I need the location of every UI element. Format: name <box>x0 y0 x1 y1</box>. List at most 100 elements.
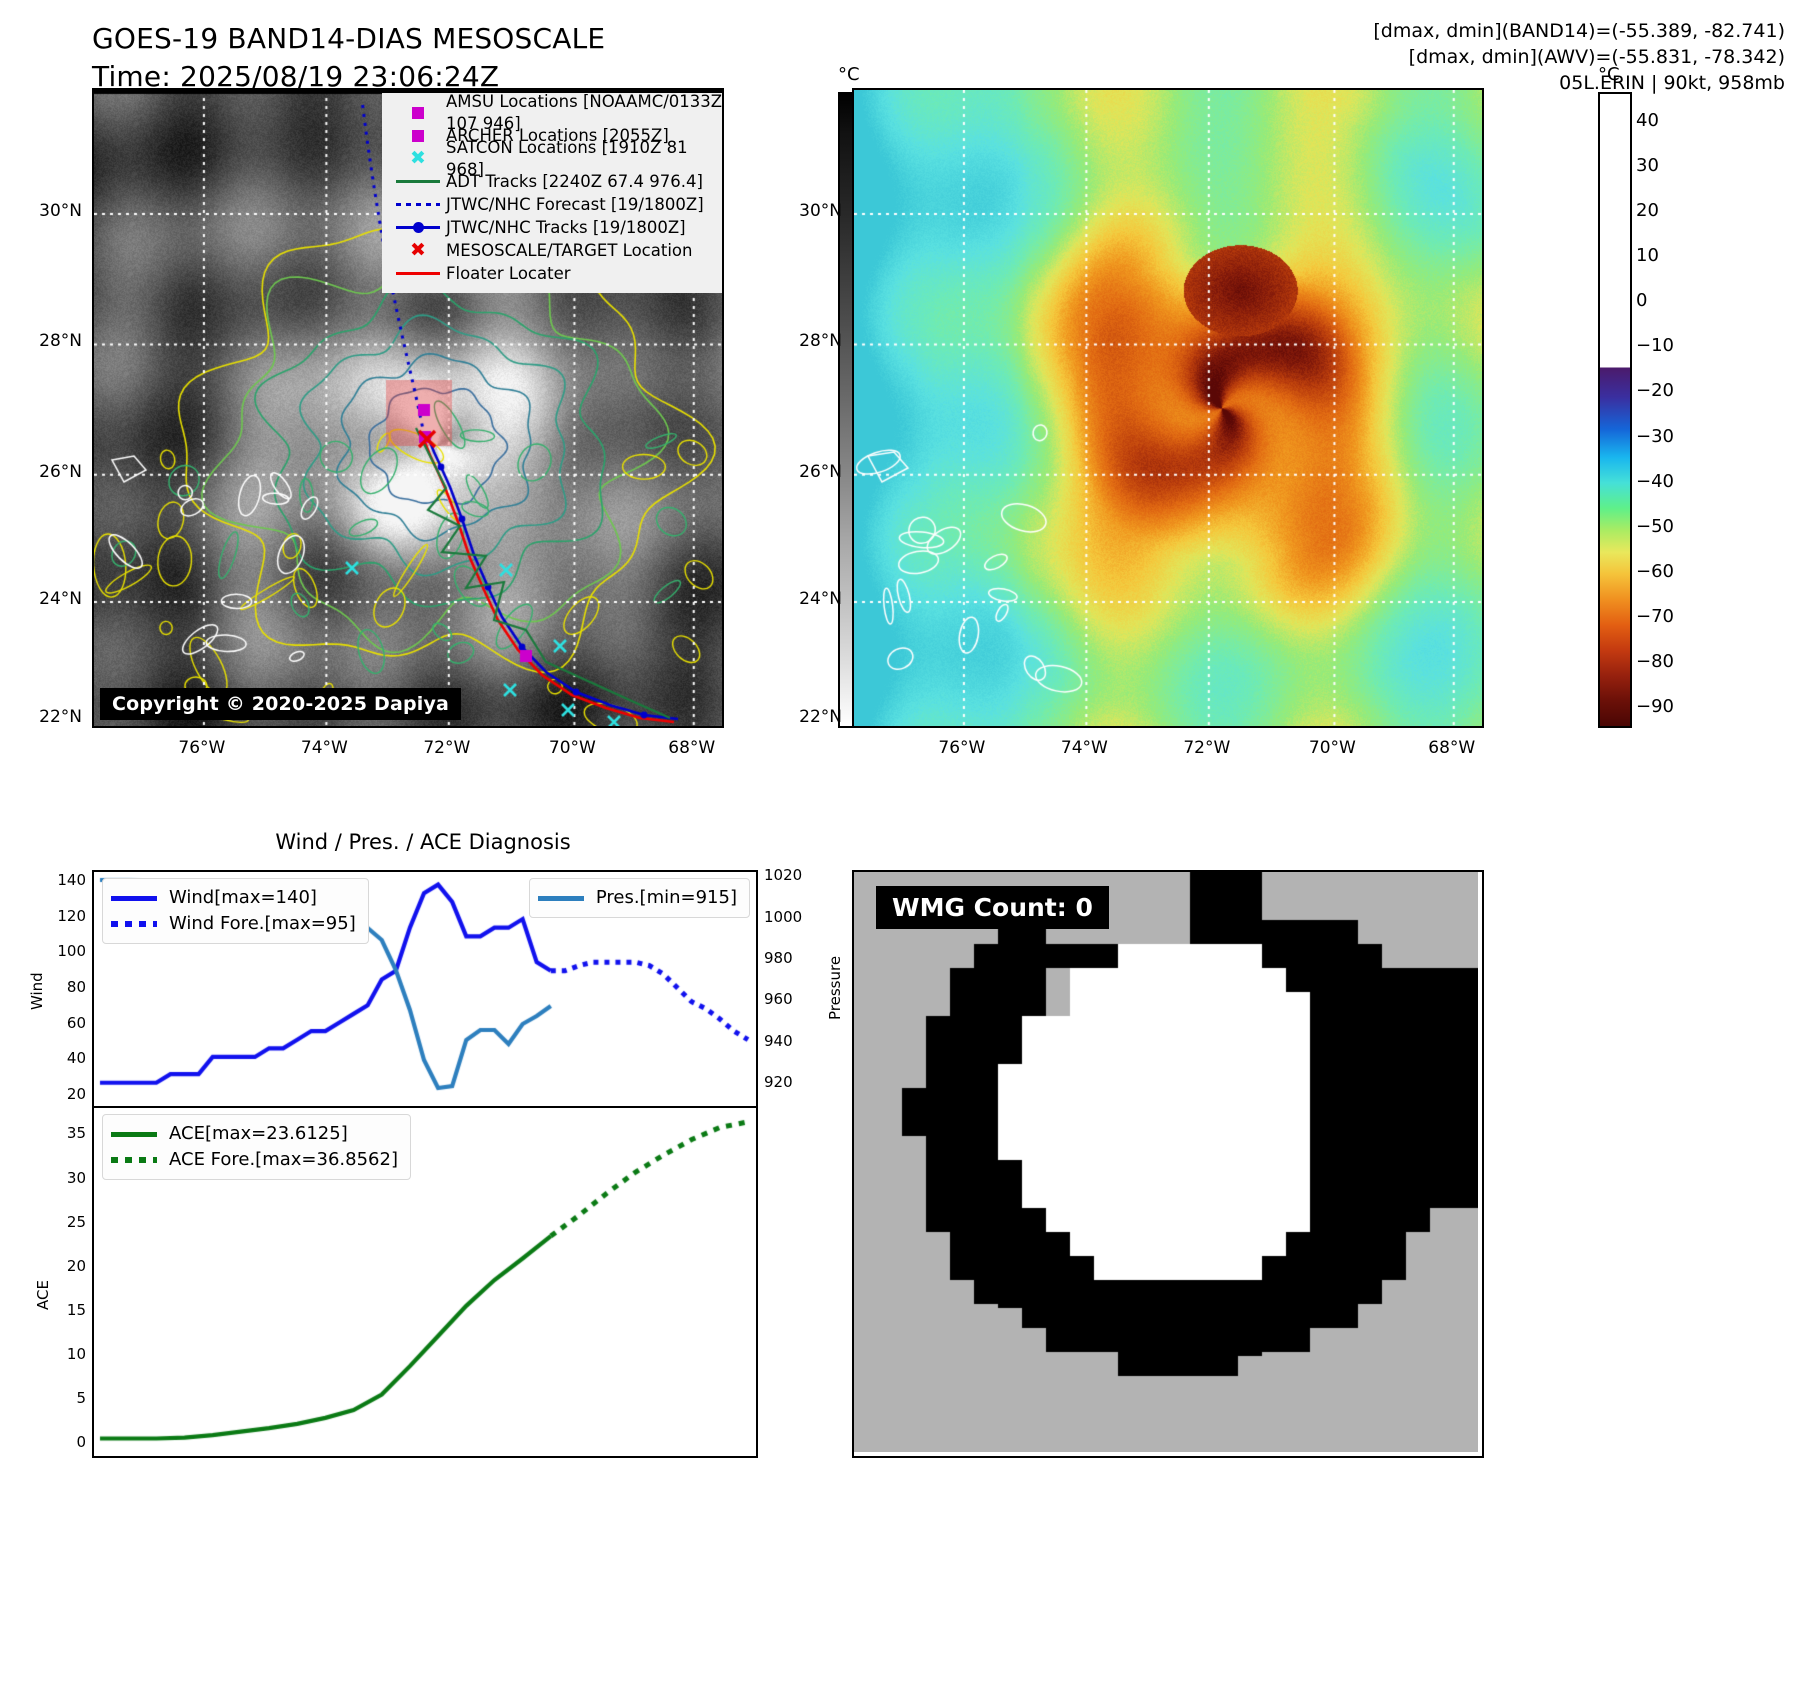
map-legend-item: Floater Locater <box>390 262 722 285</box>
storm-id-intensity: 05L.ERIN | 90kt, 958mb <box>1559 72 1785 94</box>
map-legend-item: ✖ MESOSCALE/TARGET Location <box>390 239 722 262</box>
square-marker-icon <box>390 129 446 142</box>
map-left-lon-label: 74°W <box>300 738 348 758</box>
map-left-lat-label: 22°N <box>39 706 82 727</box>
map-legend-label: JTWC/NHC Forecast [19/1800Z] <box>446 194 704 214</box>
map-legend-item: ADT Tracks [2240Z 67.4 976.4] <box>390 170 722 193</box>
map-legend-label: Floater Locater <box>446 263 571 283</box>
legend-label: Wind Fore.[max=95] <box>169 913 356 934</box>
map-left-lon-label: 76°W <box>178 738 226 758</box>
x-marker-icon: ✖ <box>410 147 426 169</box>
map-right-lat-label: 28°N <box>799 331 842 352</box>
wind-tick: 40 <box>66 1049 86 1068</box>
wind-tick: 120 <box>57 906 86 925</box>
solid-line-icon <box>537 895 596 901</box>
colorbar-right-tick: 10 <box>1636 245 1659 266</box>
map-legend-label: SATCON Locations [1910Z 81 968] <box>446 138 688 179</box>
wmg-count-badge: WMG Count: 0 <box>876 886 1109 929</box>
legend-item: Wind Fore.[max=95] <box>111 911 356 937</box>
wind-axis-title: Wind <box>28 972 46 1010</box>
ace-tick: 10 <box>66 1344 86 1363</box>
map-right-lon-label: 72°W <box>1183 738 1231 758</box>
map-legend-item: JTWC/NHC Forecast [19/1800Z] <box>390 193 722 216</box>
map-right-lon-label: 76°W <box>938 738 986 758</box>
pressure-axis-title: Pressure <box>826 955 844 1020</box>
diagnosis-title: Wind / Pres. / ACE Diagnosis <box>275 830 571 854</box>
legend-item: Pres.[min=915] <box>537 885 737 911</box>
colorbar-right-tick: −90 <box>1636 696 1674 718</box>
line-icon <box>390 272 446 275</box>
wind-tick: 80 <box>66 978 86 996</box>
map-legend-item: ✖ SATCON Locations [1910Z 81 968] <box>390 138 722 179</box>
pressure-tick: 1020 <box>764 866 803 885</box>
ace-tick: 5 <box>76 1389 86 1408</box>
solid-line-icon <box>111 895 169 901</box>
colorbar-right-unit: °C <box>1598 64 1620 85</box>
dotted-line-icon <box>111 921 169 927</box>
page-title: GOES-19 BAND14-DIAS MESOSCALE Time: 2025… <box>92 20 605 96</box>
pressure-tick: 960 <box>764 990 793 1009</box>
map-right-lat-label: 30°N <box>799 201 842 222</box>
colorbar-right-tick: −70 <box>1636 606 1674 628</box>
pressure-legend: Pres.[min=915] <box>528 878 750 918</box>
map-left-lon-label: 70°W <box>548 738 596 758</box>
ace-tick: 0 <box>76 1433 86 1452</box>
colorbar-right-tick: −20 <box>1636 380 1674 402</box>
ace-tick: 20 <box>66 1256 86 1275</box>
x-marker-icon: ✖ <box>410 239 426 261</box>
map-legend-item: JTWC/NHC Tracks [19/1800Z] <box>390 216 722 239</box>
colorbar-right-tick: −40 <box>1636 470 1674 492</box>
colorbar-color <box>1598 92 1632 728</box>
page-title-line1: GOES-19 BAND14-DIAS MESOSCALE <box>92 22 606 55</box>
colorbar-left-unit: °C <box>838 64 860 85</box>
ace-legend: ACE[max=23.6125] ACE Fore.[max=36.8562] <box>102 1114 411 1180</box>
ace-tick: 30 <box>66 1168 86 1187</box>
map-left-lon-label: 68°W <box>668 738 716 758</box>
wmg-panel[interactable]: WMG Count: 0 <box>852 870 1484 1458</box>
map-right-lon-label: 68°W <box>1428 738 1476 758</box>
ace-axis-title: ACE <box>34 1280 52 1310</box>
colorbar-right-tick: −60 <box>1636 561 1674 582</box>
map-legend-label: ARCHER Locations [2055Z] <box>446 125 669 145</box>
legend-item: ACE[max=23.6125] <box>111 1121 398 1147</box>
map-legend-label: MESOSCALE/TARGET Location <box>446 240 693 260</box>
pressure-tick: 980 <box>764 949 793 967</box>
square-marker-icon <box>390 106 446 119</box>
wind-tick: 100 <box>57 942 86 961</box>
wind-pressure-chart[interactable]: Wind[max=140] Wind Fore.[max=95] Pres.[mi… <box>92 870 758 1110</box>
legend-label: ACE Fore.[max=36.8562] <box>169 1149 398 1170</box>
map-left-lon-label: 72°W <box>423 738 471 758</box>
dotted-line-icon <box>390 203 446 206</box>
colorbar-right-tick: 40 <box>1636 109 1659 131</box>
map-left-lat-label: 24°N <box>39 588 82 609</box>
ace-tick: 15 <box>66 1300 86 1319</box>
pressure-tick: 920 <box>764 1073 793 1092</box>
colorbar-right-tick: −30 <box>1636 425 1674 447</box>
ace-chart[interactable]: ACE[max=23.6125] ACE Fore.[max=36.8562] <box>92 1106 758 1458</box>
map-right-lon-label: 70°W <box>1308 738 1356 758</box>
wind-tick: 140 <box>57 870 86 889</box>
dmax-dmin-band14: [dmax, dmin](BAND14)=(-55.389, -82.741) <box>1373 20 1785 42</box>
line-icon <box>390 180 446 183</box>
colorbar-right-tick: 0 <box>1636 290 1648 312</box>
map-right-lon-label: 74°W <box>1060 738 1108 758</box>
map-legend-label: JTWC/NHC Tracks [19/1800Z] <box>446 217 686 237</box>
legend-label: Wind[max=140] <box>169 887 317 908</box>
line-marker-icon <box>390 222 446 233</box>
map-right-lat-label: 22°N <box>799 706 842 727</box>
colorbar-right-tick: −10 <box>1636 335 1674 357</box>
map-awv-color[interactable] <box>852 88 1484 728</box>
legend-label: ACE[max=23.6125] <box>169 1123 348 1144</box>
map-legend-label: ADT Tracks [2240Z 67.4 976.4] <box>446 171 703 191</box>
pressure-tick: 940 <box>764 1031 793 1050</box>
ace-tick: 35 <box>66 1124 86 1143</box>
dotted-line-icon <box>111 1157 169 1163</box>
map-left-lat-label: 26°N <box>39 461 82 482</box>
map-legend: AMSU Locations [NOAAMC/0133Z 107 946] ARC… <box>382 92 723 293</box>
map-band14-greyscale[interactable]: AMSU Locations [NOAAMC/0133Z 107 946] ARC… <box>92 88 724 728</box>
map-legend-label: AMSU Locations [NOAAMC/0133Z 107 946] <box>446 92 723 133</box>
header-info: [dmax, dmin](BAND14)=(-55.389, -82.741) … <box>1373 18 1785 96</box>
wind-tick: 60 <box>66 1013 86 1032</box>
legend-label: Pres.[min=915] <box>595 887 737 908</box>
colorbar-right-tick: 20 <box>1636 199 1659 221</box>
